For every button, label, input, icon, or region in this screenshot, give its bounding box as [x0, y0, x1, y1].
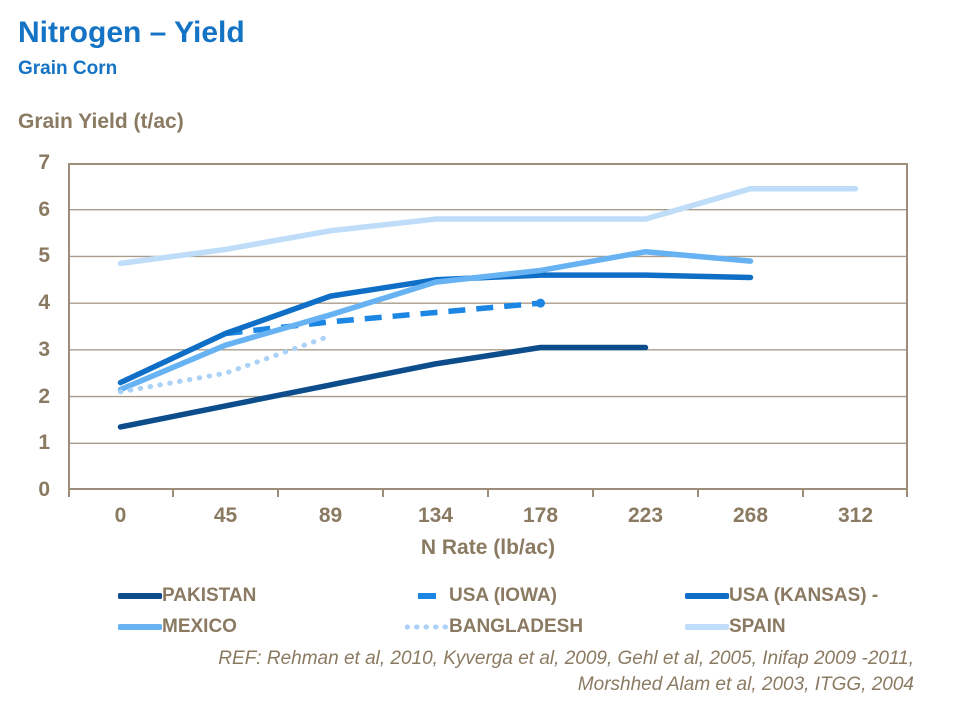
solid-line-swatch-icon	[118, 592, 162, 599]
legend-item-usa-iowa-: USA (IOWA)	[405, 580, 685, 611]
x-tick-label-134: 134	[417, 504, 454, 527]
solid-line-swatch-icon	[118, 623, 162, 630]
legend-item-pakistan: PAKISTAN	[118, 580, 405, 611]
y-tick-label-7: 7	[38, 151, 50, 174]
x-tick-label-0: 0	[114, 504, 127, 527]
y-tick-label-5: 5	[38, 244, 50, 268]
x-tick-label-268: 268	[732, 504, 769, 527]
series-end-marker	[536, 298, 545, 308]
reference-text: REF: Rehman et al, 2010, Kyverga et al, …	[54, 646, 914, 698]
x-tick-label-89: 89	[318, 504, 343, 527]
solid-line-swatch-icon	[685, 592, 729, 599]
reference-line-2: Morshhed Alam et al, 2003, ITGG, 2004	[577, 674, 914, 695]
legend-item-bangladesh: BANGLADESH	[405, 611, 685, 642]
y-axis-title: Grain Yield (t/ac)	[18, 110, 184, 133]
dotted-line-swatch-icon	[405, 624, 449, 629]
legend-label: MEXICO	[162, 615, 237, 637]
page-title: Nitrogen – Yield	[18, 16, 245, 49]
legend-label: USA (KANSAS) -	[729, 584, 879, 606]
y-tick-label-6: 6	[38, 197, 50, 221]
legend-label: BANGLADESH	[449, 615, 584, 637]
y-tick-label-0: 0	[38, 478, 50, 501]
x-tick-label-312: 312	[837, 504, 874, 527]
series-line-bangladesh	[118, 333, 333, 395]
legend-item-mexico: MEXICO	[118, 611, 405, 642]
line-chart-plot-area	[68, 163, 908, 497]
x-tick-label-45: 45	[213, 504, 238, 527]
legend-item-spain: SPAIN	[685, 611, 918, 642]
solid-line-swatch-icon	[685, 623, 729, 630]
y-tick-label-3: 3	[38, 337, 50, 361]
legend-item-usa-kansas-: USA (KANSAS) -	[685, 580, 918, 611]
series-line-mexico	[117, 249, 754, 393]
legend-label: SPAIN	[729, 615, 786, 637]
series-line-spain	[117, 185, 859, 267]
series-line-usa-iowa-	[225, 300, 541, 337]
y-tick-label-1: 1	[38, 431, 50, 455]
x-axis-title: N Rate (lb/ac)	[420, 536, 556, 559]
reference-line-1: REF: Rehman et al, 2010, Kyverga et al, …	[218, 648, 914, 669]
plot-border	[68, 163, 908, 490]
y-tick-label-4: 4	[38, 291, 50, 315]
y-tick-label-2: 2	[38, 384, 50, 408]
page-subtitle: Grain Corn	[18, 58, 118, 79]
legend-label: USA (IOWA)	[449, 584, 558, 606]
dashed-line-swatch-icon	[418, 592, 436, 599]
x-tick-label-223: 223	[627, 504, 664, 527]
legend-label: PAKISTAN	[162, 584, 257, 606]
x-tick-label-178: 178	[522, 504, 559, 527]
series-line-pakistan	[117, 344, 649, 430]
chart-legend: PAKISTAN USA (IOWA) USA (KANSAS) - MEXICO BA…	[118, 580, 918, 642]
